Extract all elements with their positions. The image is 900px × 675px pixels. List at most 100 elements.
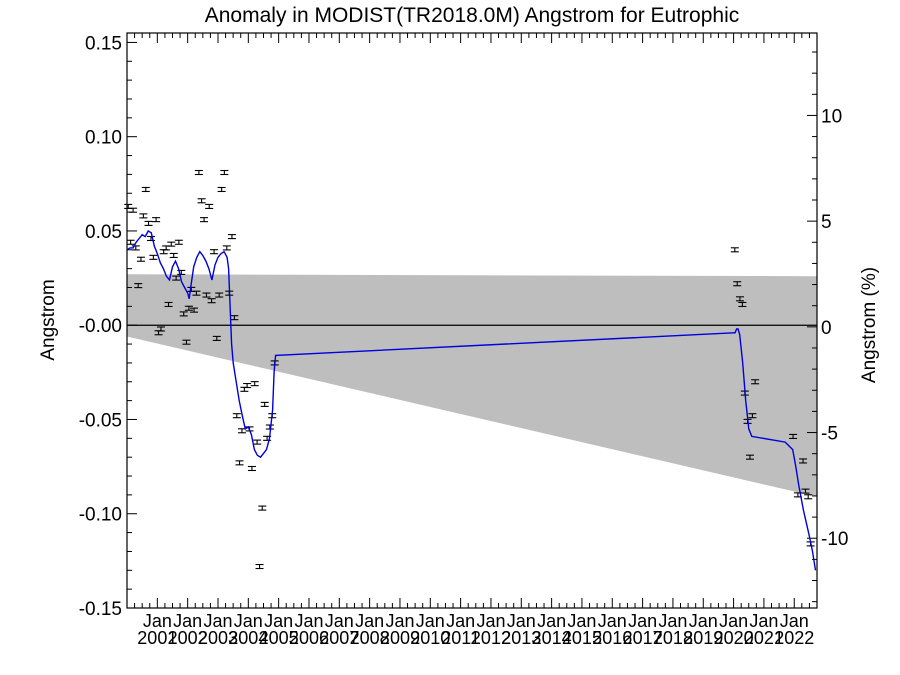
data-point — [167, 241, 176, 247]
data-point — [207, 298, 216, 304]
data-point — [126, 239, 135, 245]
data-point — [751, 379, 760, 385]
data-point — [748, 413, 757, 419]
x-tick-label-month: Jan — [476, 611, 505, 631]
chart-title: Anomaly in MODIST(TR2018.0M) Angstrom fo… — [205, 4, 740, 27]
data-point — [134, 283, 143, 289]
data-point — [801, 488, 810, 494]
y-tick-label: 0.10 — [85, 128, 122, 149]
x-tick-label-month: Jan — [264, 611, 293, 631]
x-tick-label-month: Jan — [658, 611, 687, 631]
y-right-tick-label: 10 — [821, 106, 842, 127]
data-point — [202, 292, 211, 298]
plot-frame — [126, 32, 818, 609]
trend-line — [126, 230, 817, 571]
y-axis-label: Angstrom — [38, 279, 59, 360]
data-point — [260, 401, 269, 407]
x-tick-label-year: 2010 — [410, 628, 450, 648]
data-point — [738, 301, 747, 308]
x-tick-label-month: Jan — [719, 611, 748, 631]
data-point — [169, 252, 178, 259]
data-point — [146, 235, 155, 242]
data-point — [192, 290, 201, 296]
x-tick-label-year: 2011 — [441, 628, 480, 648]
data-point — [164, 301, 173, 308]
y-right-tick-label: 0 — [821, 318, 832, 339]
data-point — [152, 217, 161, 223]
x-tick-label-year: 2015 — [562, 628, 602, 648]
x-tick-label-month: Jan — [143, 611, 172, 631]
x-tick-label-month: Jan — [294, 611, 323, 631]
y-right-tick-label: -10 — [821, 529, 848, 550]
x-tick-label-month: Jan — [446, 611, 475, 631]
data-point — [789, 433, 798, 439]
data-point — [197, 198, 206, 204]
data-point — [253, 439, 262, 445]
data-point — [174, 239, 183, 245]
data-point — [156, 326, 165, 332]
data-point — [205, 203, 214, 209]
data-point — [210, 249, 219, 255]
data-point — [217, 186, 226, 193]
x-tick-label-year: 2020 — [714, 628, 754, 648]
y-right-tick-label: 5 — [821, 212, 832, 233]
x-tick-label-month: Jan — [416, 611, 445, 631]
data-point — [149, 254, 158, 260]
x-tick-label-year: 2003 — [198, 628, 238, 648]
data-point — [190, 307, 199, 313]
data-point — [230, 315, 239, 321]
x-tick-label-month: Jan — [355, 611, 384, 631]
x-tick-label-month: Jan — [780, 611, 809, 631]
data-point — [194, 169, 203, 176]
data-point — [735, 296, 744, 302]
x-tick-label-month: Jan — [325, 611, 354, 631]
data-point — [200, 217, 209, 223]
data-point — [144, 220, 153, 226]
x-tick-label-month: Jan — [537, 611, 566, 631]
x-tick-label-year: 2005 — [259, 628, 299, 648]
data-point — [129, 207, 138, 213]
x-tick-label-year: 2007 — [319, 628, 359, 648]
x-tick-label-month: Jan — [689, 611, 718, 631]
x-tick-label-month: Jan — [628, 611, 657, 631]
x-tick-label-year: 2001 — [137, 628, 177, 648]
x-tick-label-month: Jan — [173, 611, 202, 631]
data-point — [222, 245, 231, 251]
data-point — [215, 292, 224, 298]
y-right-tick-label: -5 — [821, 424, 838, 445]
y-tick-label: 0.15 — [85, 33, 122, 54]
x-tick-label-year: 2016 — [592, 628, 632, 648]
data-point — [804, 494, 813, 500]
data-point — [220, 169, 229, 176]
data-point — [182, 339, 191, 345]
y-tick-label: -0.15 — [79, 599, 122, 620]
data-point — [232, 413, 241, 419]
data-point — [255, 563, 264, 570]
data-point — [265, 424, 274, 430]
data-point — [733, 281, 742, 287]
data-point — [139, 213, 148, 219]
data-point — [184, 305, 193, 311]
data-point — [258, 505, 267, 511]
y-tick-label: -0.05 — [79, 410, 122, 431]
x-tick-label-year: 2022 — [774, 628, 814, 648]
data-point — [247, 465, 256, 472]
x-tick-label-year: 2002 — [168, 628, 208, 648]
data-point — [235, 460, 244, 466]
data-point — [227, 234, 236, 240]
y-tick-label: 0.05 — [85, 222, 122, 243]
x-tick-label-year: 2017 — [623, 628, 663, 648]
x-tick-label-year: 2012 — [471, 628, 511, 648]
x-tick-label-month: Jan — [203, 611, 232, 631]
x-tick-label-month: Jan — [507, 611, 536, 631]
plot-area: 0.15 0.10 0.05 -0.00 -0.05 -0.10 -0.15 10 5 0 -5 -1… — [79, 32, 848, 648]
data-point — [745, 454, 754, 460]
x-tick-label-year: 2004 — [228, 628, 268, 648]
x-tick-label-year: 2009 — [380, 628, 420, 648]
data-point — [250, 381, 259, 387]
y-tick-label: -0.00 — [79, 316, 122, 337]
data-point — [131, 245, 140, 251]
x-tick-label-year: 2014 — [532, 628, 572, 648]
uncertainty-band — [127, 274, 817, 497]
